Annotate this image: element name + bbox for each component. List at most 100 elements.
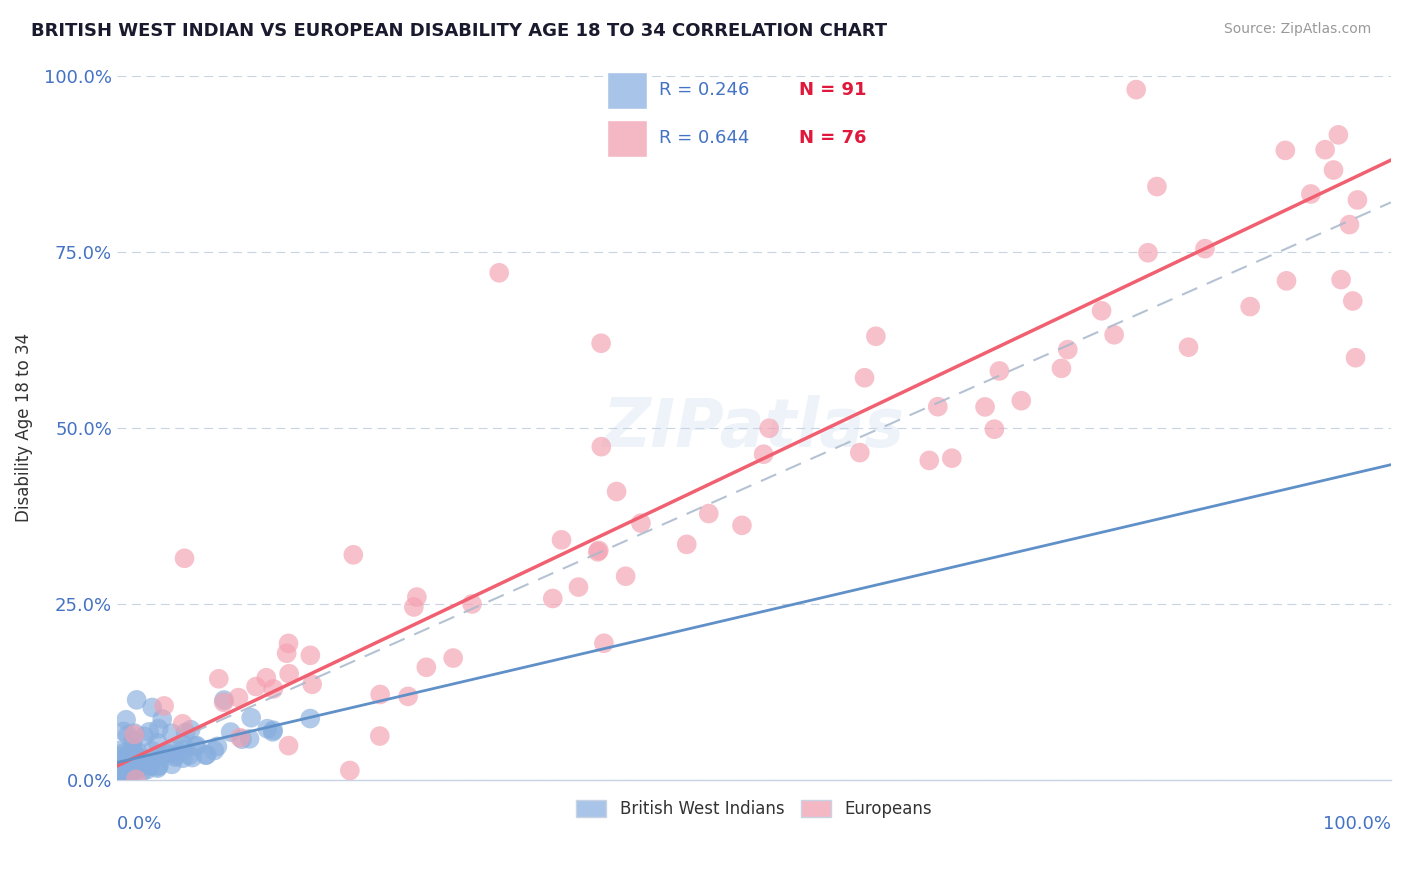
Point <box>1102 327 1125 342</box>
Point <box>567 580 589 594</box>
Point <box>157 746 180 760</box>
Point <box>368 688 391 702</box>
Point <box>120 763 142 777</box>
Point <box>148 722 170 736</box>
Point <box>461 597 484 611</box>
Point <box>122 744 145 758</box>
Point <box>181 750 204 764</box>
Point <box>606 484 628 499</box>
Point <box>114 764 136 778</box>
Point <box>974 400 997 414</box>
Point <box>173 551 195 566</box>
Point <box>155 747 177 761</box>
Point <box>228 690 250 705</box>
Point <box>1239 300 1261 314</box>
Point <box>1056 343 1078 357</box>
Point <box>229 731 252 745</box>
Point <box>593 636 616 650</box>
Point <box>256 722 278 736</box>
Point <box>865 329 887 343</box>
Point <box>402 599 425 614</box>
Point <box>128 762 150 776</box>
Point <box>245 680 267 694</box>
Point <box>121 764 143 778</box>
Point <box>115 753 138 767</box>
Point <box>111 767 134 781</box>
Point <box>172 751 194 765</box>
Point <box>1275 274 1298 288</box>
Point <box>165 750 187 764</box>
Point <box>276 646 298 660</box>
Point <box>174 725 197 739</box>
Point <box>1327 128 1350 142</box>
Point <box>1341 293 1364 308</box>
Point <box>277 739 299 753</box>
Point <box>588 543 610 558</box>
Point <box>1177 340 1199 354</box>
Point <box>415 660 437 674</box>
Point <box>108 763 131 777</box>
Point <box>207 739 229 754</box>
Point <box>153 698 176 713</box>
Point <box>138 756 160 770</box>
Point <box>262 681 284 696</box>
Point <box>127 749 149 764</box>
Point <box>586 545 609 559</box>
Point <box>110 772 132 786</box>
Point <box>1090 303 1112 318</box>
Point <box>172 737 194 751</box>
Point <box>591 440 613 454</box>
Point <box>208 672 231 686</box>
Point <box>1344 351 1367 365</box>
Point <box>941 451 963 466</box>
Point <box>117 728 139 742</box>
Point <box>172 716 194 731</box>
Point <box>134 730 156 744</box>
FancyBboxPatch shape <box>607 71 647 109</box>
Point <box>121 763 143 777</box>
Point <box>136 763 159 777</box>
Text: 0.0%: 0.0% <box>117 815 162 833</box>
Point <box>120 766 142 780</box>
Point <box>115 766 138 780</box>
Point <box>731 518 754 533</box>
Point <box>110 749 132 764</box>
Point <box>114 759 136 773</box>
Point <box>139 759 162 773</box>
Point <box>131 764 153 779</box>
Point <box>122 765 145 780</box>
Text: R = 0.644: R = 0.644 <box>659 129 749 147</box>
Point <box>107 765 129 780</box>
Point <box>1194 242 1216 256</box>
Point <box>262 723 284 738</box>
Point <box>1330 272 1353 286</box>
Point <box>195 747 218 762</box>
Point <box>160 757 183 772</box>
Point <box>112 724 135 739</box>
Point <box>988 364 1011 378</box>
Point <box>122 727 145 741</box>
Point <box>339 764 361 778</box>
Point <box>299 712 322 726</box>
Point <box>122 747 145 761</box>
Point <box>278 666 301 681</box>
Text: N = 91: N = 91 <box>799 81 866 99</box>
Point <box>138 724 160 739</box>
Point <box>121 739 143 754</box>
FancyBboxPatch shape <box>607 120 647 157</box>
Point <box>115 765 138 780</box>
Point <box>918 453 941 467</box>
Text: ZIPatlas: ZIPatlas <box>603 395 905 461</box>
Point <box>110 759 132 773</box>
Point <box>1146 179 1168 194</box>
Point <box>125 752 148 766</box>
Point <box>758 421 780 435</box>
Point <box>125 772 148 787</box>
Point <box>179 748 201 763</box>
Point <box>1299 186 1322 201</box>
Text: Source: ZipAtlas.com: Source: ZipAtlas.com <box>1223 22 1371 37</box>
Point <box>110 772 132 786</box>
Point <box>107 755 129 769</box>
Point <box>186 739 208 753</box>
Point <box>853 370 876 384</box>
